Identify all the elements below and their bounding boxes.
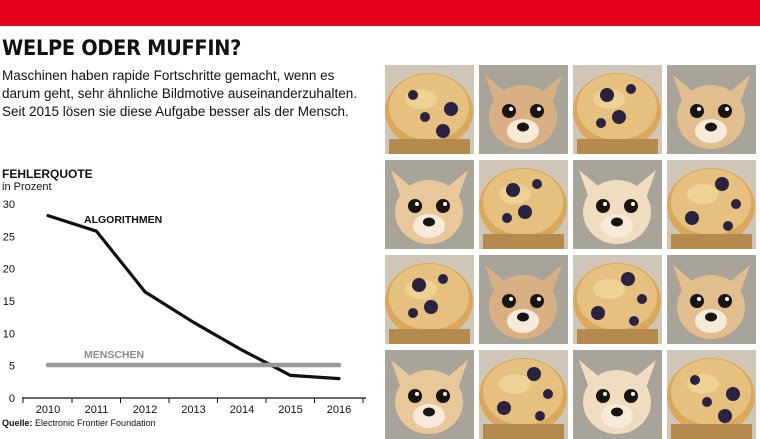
y-tick-label: 10: [3, 328, 15, 340]
chihuahua-puppy-photo: [479, 65, 568, 154]
y-tick-label: 20: [3, 264, 15, 276]
y-tick-label: 5: [9, 361, 15, 373]
red-header-bar: [0, 0, 760, 26]
chihuahua-puppy-photo: [573, 160, 662, 249]
blueberry-muffin-photo: [479, 160, 568, 249]
chart-subtitle: in Prozent: [2, 181, 52, 193]
x-tick-label: 2011: [85, 404, 109, 416]
chihuahua-puppy-photo: [385, 350, 474, 439]
series-label-algorithms: ALGORITHMEN: [84, 214, 162, 226]
chihuahua-puppy-photo: [479, 255, 568, 344]
x-tick-label: 2015: [278, 404, 302, 416]
blueberry-muffin-photo: [479, 350, 568, 439]
blueberry-muffin-photo: [573, 65, 662, 154]
chihuahua-puppy-photo: [667, 65, 756, 154]
error-rate-chart: 0 5 10 15 20 25 30 2010 2011 2012 2013 2014 2015 2016…: [3, 199, 366, 416]
series-label-humans: MENSCHEN: [84, 349, 144, 361]
x-tick-label: 2016: [327, 404, 351, 416]
blueberry-muffin-photo: [667, 160, 756, 249]
chart-title: FEHLERQUOTE: [2, 167, 93, 181]
blueberry-muffin-photo: [385, 255, 474, 344]
x-tick-label: 2012: [133, 404, 157, 416]
blueberry-muffin-photo: [573, 255, 662, 344]
blueberry-muffin-photo: [667, 350, 756, 439]
source-text: Electronic Frontier Foundation: [35, 418, 156, 428]
x-tick-label: 2014: [230, 404, 254, 416]
y-tick-label: 0: [9, 393, 15, 405]
blueberry-muffin-photo: [385, 65, 474, 154]
series-line-algorithms: [46, 214, 341, 381]
chihuahua-puppy-photo: [667, 255, 756, 344]
y-tick-label: 15: [3, 296, 15, 308]
source-label: Quelle:: [2, 418, 33, 428]
x-tick-label: 2010: [36, 404, 60, 416]
intro-text: Maschinen haben rapide Fortschritte gema…: [2, 68, 357, 119]
photo-grid: [385, 65, 760, 439]
chihuahua-puppy-photo: [573, 350, 662, 439]
source-note: Quelle: Electronic Frontier Foundation: [2, 418, 156, 428]
y-tick-label: 25: [3, 231, 15, 243]
page-title: WELPE ODER MUFFIN?: [2, 36, 242, 60]
y-tick-label: 30: [3, 199, 15, 211]
chihuahua-puppy-photo: [385, 160, 474, 249]
x-tick-label: 2013: [181, 404, 205, 416]
